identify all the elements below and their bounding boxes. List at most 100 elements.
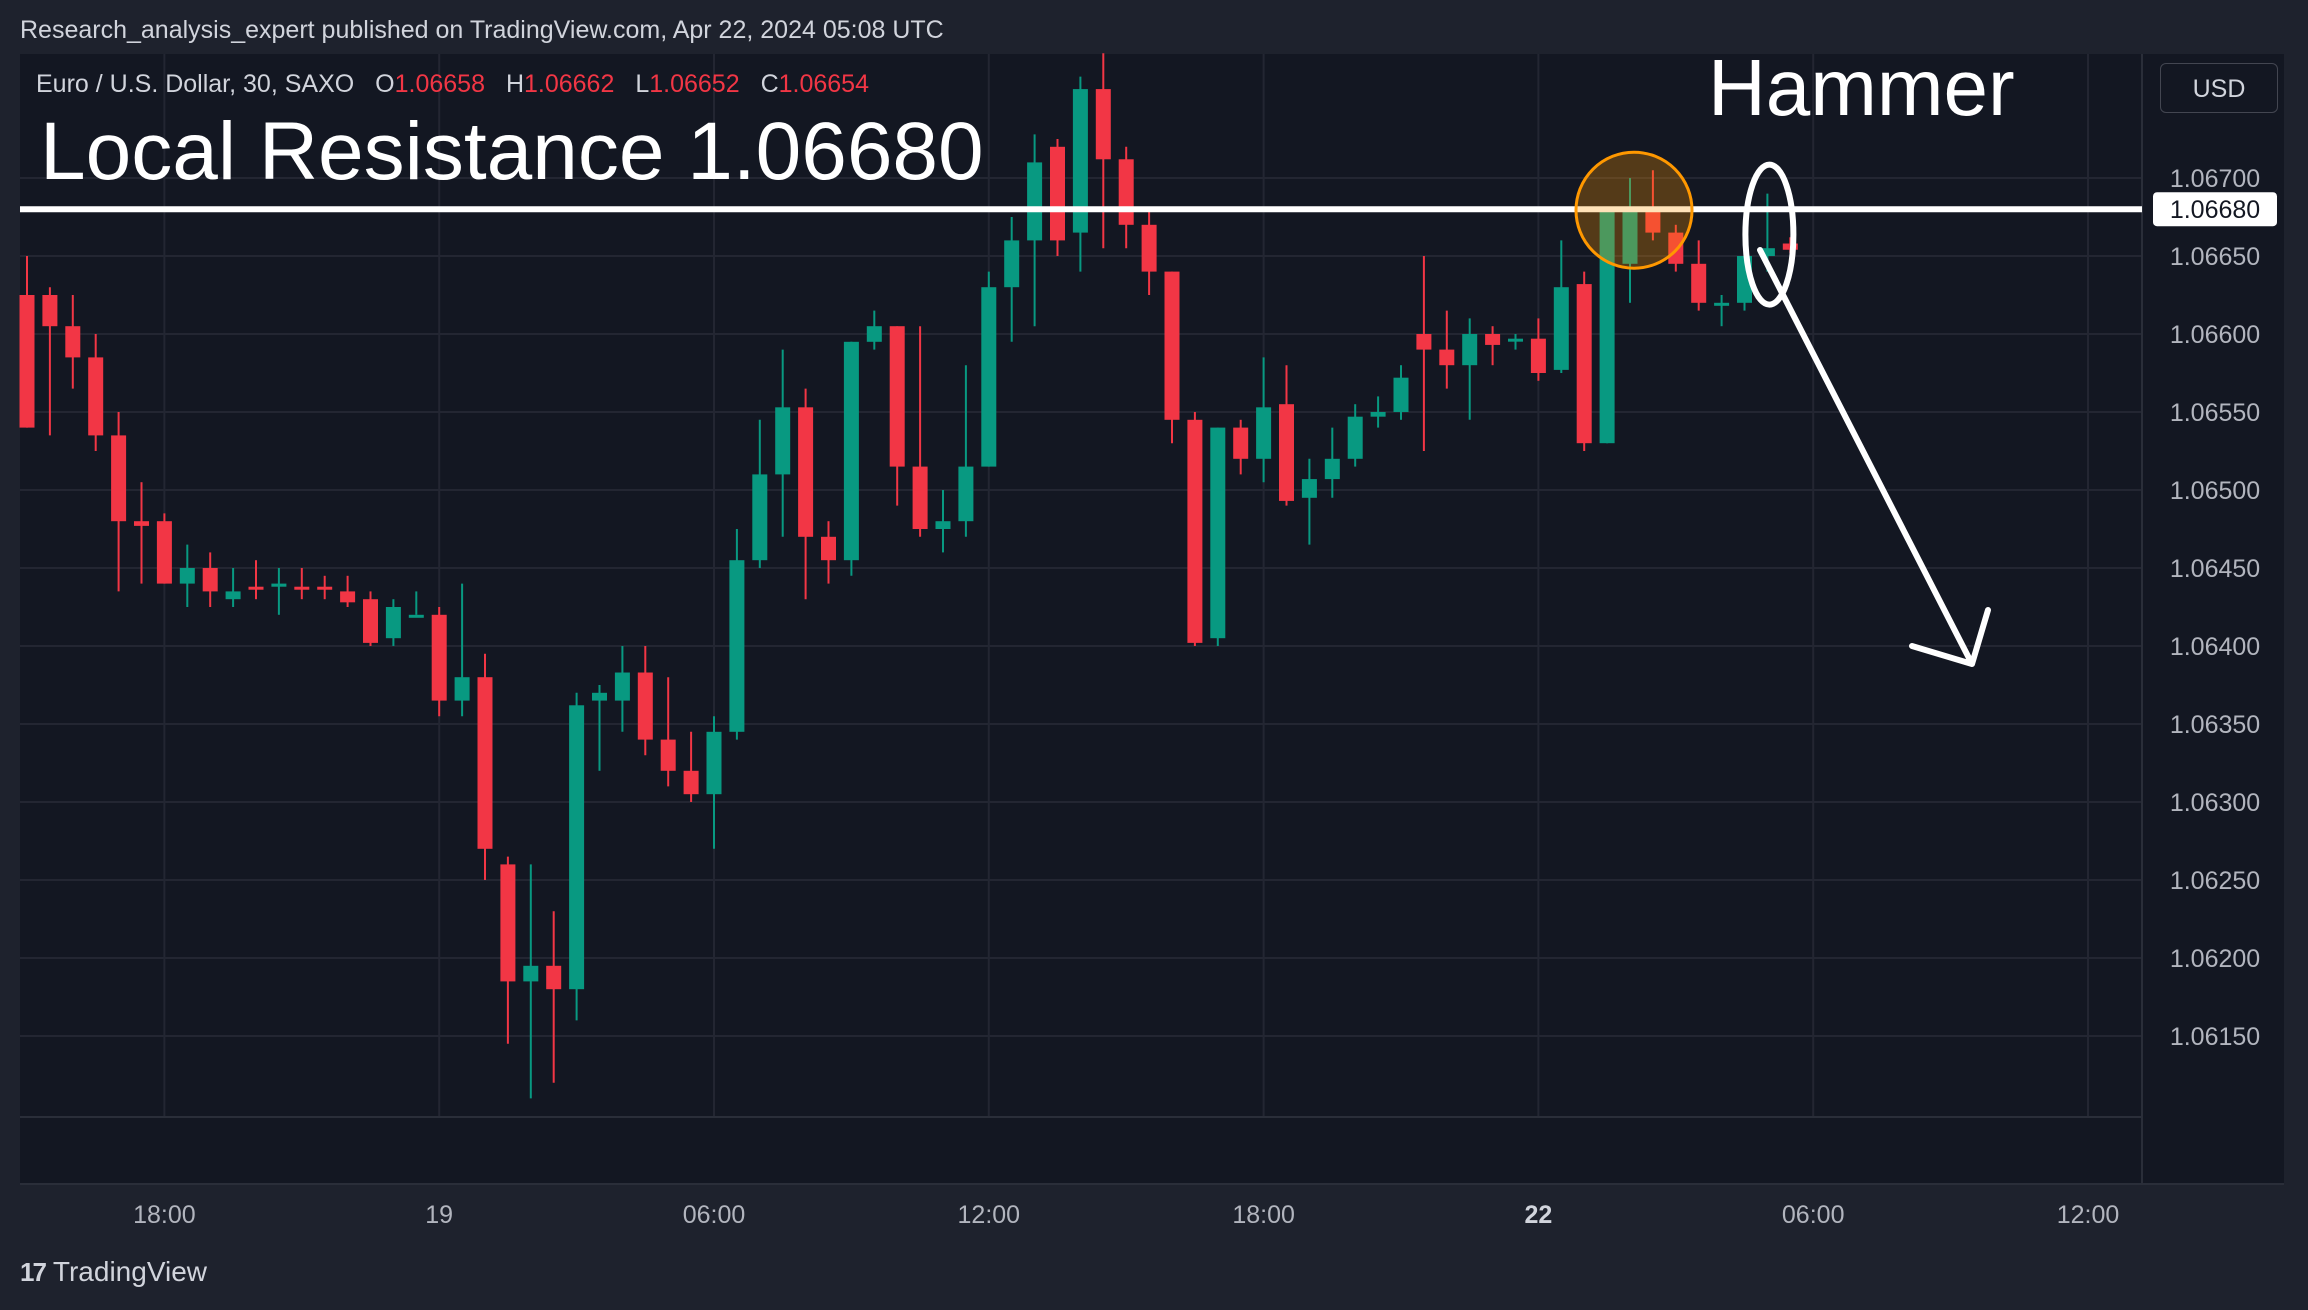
candle	[65, 295, 81, 389]
candle-body	[500, 864, 516, 982]
candle	[752, 419, 768, 568]
candle-body	[1645, 209, 1661, 233]
symbol-legend[interactable]: Euro / U.S. Dollar, 30, SAXO O1.06658 H1…	[36, 70, 869, 99]
resistance-annotation-text[interactable]: Local Resistance 1.06680	[40, 106, 984, 197]
candle	[592, 685, 607, 771]
candle-body	[65, 326, 81, 358]
currency-button[interactable]: USD	[2160, 63, 2278, 113]
candle	[1576, 271, 1592, 451]
candle-body	[912, 466, 928, 529]
candle	[1210, 427, 1226, 646]
price-tick-label: 1.06200	[2170, 945, 2260, 973]
candle-body	[1668, 232, 1684, 264]
candle	[1324, 427, 1340, 498]
candle-body	[385, 607, 401, 639]
price-tick-label: 1.06550	[2170, 399, 2260, 427]
price-tick-label: 1.06150	[2170, 1023, 2260, 1051]
candle	[1347, 404, 1363, 467]
candle-body	[1530, 338, 1546, 373]
candle	[1553, 240, 1569, 373]
candle-body	[637, 672, 653, 740]
candle-body	[156, 521, 172, 584]
price-tick-label: 1.06450	[2170, 555, 2260, 583]
candle	[843, 341, 859, 576]
price-tick-label: 1.06600	[2170, 321, 2260, 349]
candle	[1004, 217, 1020, 342]
candle-body	[706, 731, 722, 795]
candle-body	[981, 287, 997, 467]
candle	[866, 310, 882, 350]
time-tick-label: 12:00	[958, 1201, 1021, 1229]
candle-body	[1759, 248, 1775, 256]
candle	[477, 653, 493, 880]
candle-body	[660, 739, 676, 771]
candle	[637, 646, 653, 756]
ohlc-close-value: 1.06654	[778, 70, 869, 98]
candle-body	[1691, 263, 1707, 303]
candle	[1508, 334, 1523, 350]
candle	[340, 575, 356, 607]
candle	[683, 731, 699, 802]
candle	[225, 568, 241, 607]
candle	[706, 716, 722, 849]
candle	[889, 326, 905, 506]
candle	[248, 560, 264, 600]
time-tick-label: 18:00	[133, 1201, 196, 1229]
symbol-name[interactable]: Euro / U.S. Dollar, 30, SAXO	[36, 70, 355, 98]
candle	[271, 568, 287, 615]
candle-body	[1301, 479, 1317, 498]
candle	[1668, 224, 1684, 272]
candle-body	[1256, 407, 1272, 459]
candle	[660, 677, 676, 787]
hammer-annotation-text[interactable]: Hammer	[1708, 43, 2015, 132]
candle-body	[454, 677, 470, 701]
price-tick-label: 1.06400	[2170, 633, 2260, 661]
candle-body	[1439, 349, 1455, 366]
candle-body	[1393, 377, 1409, 412]
candle	[1279, 365, 1294, 506]
candle-body	[1553, 287, 1569, 370]
candle	[523, 864, 539, 1099]
candle-body	[1095, 89, 1111, 160]
candle	[1416, 256, 1432, 451]
candle-body	[408, 614, 424, 618]
candle	[1164, 271, 1180, 444]
candle	[1187, 412, 1203, 646]
candle-body	[1485, 334, 1501, 345]
candle	[1530, 318, 1546, 381]
candle	[775, 349, 791, 537]
candle	[156, 513, 172, 584]
candle	[1050, 139, 1065, 256]
candle-body	[340, 591, 356, 603]
candle	[1072, 76, 1088, 272]
candle-body	[1118, 159, 1134, 225]
candle	[1095, 53, 1111, 249]
candle	[1714, 295, 1730, 327]
candle-body	[775, 407, 791, 475]
candle-body	[111, 435, 127, 522]
candle-body	[866, 326, 882, 342]
tradingview-brand[interactable]: 17 TradingView	[20, 1256, 207, 1288]
candle-body	[225, 591, 241, 600]
candle-body	[614, 672, 630, 701]
highlight-circle[interactable]	[1574, 150, 1694, 270]
candle-body	[431, 614, 447, 701]
candle-body	[1347, 416, 1363, 459]
candle-body	[1072, 89, 1088, 233]
candle	[42, 287, 58, 436]
candle-body	[1210, 427, 1226, 639]
candle	[821, 521, 836, 584]
candle	[1393, 365, 1409, 420]
hammer-ellipse[interactable]	[1742, 161, 1797, 308]
candle	[454, 583, 470, 717]
candle	[1691, 240, 1707, 311]
candle	[1645, 170, 1661, 241]
candle	[363, 591, 378, 646]
candle-body	[294, 586, 310, 590]
time-tick-label: 12:00	[2057, 1201, 2120, 1229]
down-arrow-icon[interactable]	[1757, 247, 1991, 667]
candle-body	[592, 692, 607, 701]
time-tick-label: 22	[1524, 1201, 1552, 1229]
ohlc-high-value: 1.06662	[524, 70, 615, 98]
